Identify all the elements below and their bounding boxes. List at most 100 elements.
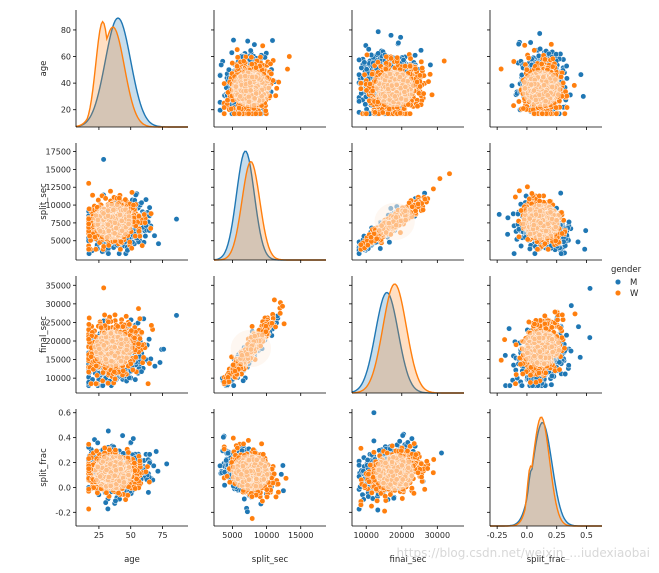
point-M [217,107,224,114]
point-W [427,71,434,78]
point-W [394,54,401,61]
point-W [414,103,421,110]
point-M [100,156,107,163]
point-W [407,63,414,70]
point-W [531,110,538,117]
point-W [369,71,376,78]
kde-area-W-age [76,21,188,128]
point-W [563,93,570,99]
ytick-label-age: 80 [61,26,71,35]
cell-age-vs-split_sec [211,10,326,130]
point-W [252,110,259,117]
point-W [231,110,238,117]
point-W [407,110,413,117]
point-W [117,246,124,253]
point-W [267,60,274,67]
point-W [539,110,546,117]
point-W [224,97,231,104]
point-W [418,58,425,65]
point-M [365,46,372,53]
point-W [521,42,528,49]
point-W [379,109,386,116]
point-W [367,80,373,87]
point-W [558,73,565,80]
scatter-points-age-vs-final_sec [356,28,448,117]
point-W [248,61,255,68]
point-W [85,180,92,187]
point-M [580,93,587,100]
point-W [374,98,381,105]
point-W [272,92,279,99]
point-M [395,39,402,46]
point-W [420,90,427,97]
point-M [155,240,162,247]
point-W [234,54,241,61]
point-M [427,61,434,68]
dense-core [374,69,415,108]
point-W [548,41,555,48]
point-W [571,82,578,89]
point-W [531,47,538,54]
point-W [234,63,241,70]
point-W [402,63,409,70]
point-W [86,205,93,212]
point-W [561,110,568,117]
scatter-points-split_sec-vs-age [85,156,180,257]
ytick-label-age: 60 [61,53,71,62]
point-W [273,85,280,92]
point-M [358,64,365,71]
point-M [397,34,404,41]
point-W [417,83,424,90]
point-W [386,106,393,112]
point-W [221,110,228,117]
point-W [357,85,364,92]
point-W [228,105,235,112]
point-W [429,91,435,98]
point-W [520,105,527,112]
point-W [414,79,421,85]
ytick-label-age: 20 [61,106,71,115]
point-M [228,49,235,56]
point-W [221,80,228,87]
point-W [89,192,96,199]
point-M [388,32,394,39]
point-W [397,110,404,117]
point-W [122,196,129,203]
point-W [275,79,282,86]
point-W [564,104,570,111]
point-M [356,98,363,105]
point-M [412,52,419,59]
point-M [361,59,368,66]
point-M [218,61,225,68]
point-W [510,58,517,65]
point-W [416,72,423,79]
point-M [105,250,112,257]
point-M [563,63,570,69]
point-M [400,57,407,63]
point-W [523,66,530,73]
point-W [240,58,247,65]
point-W [510,102,517,109]
point-W [221,104,228,111]
point-W [252,64,259,71]
point-W [419,65,426,72]
point-M [536,30,543,37]
cell-age-vs-final_sec [349,10,464,130]
point-W [126,239,133,246]
point-M [509,82,515,89]
point-W [229,60,236,67]
point-W [262,107,269,114]
point-W [441,58,448,64]
point-W [374,59,381,66]
dense-core [230,69,272,108]
point-M [138,199,145,206]
point-M [143,196,149,203]
point-M [577,71,584,78]
point-W [107,188,114,195]
point-M [356,56,363,63]
point-M [363,66,370,73]
point-M [362,101,369,108]
point-W [538,61,545,67]
